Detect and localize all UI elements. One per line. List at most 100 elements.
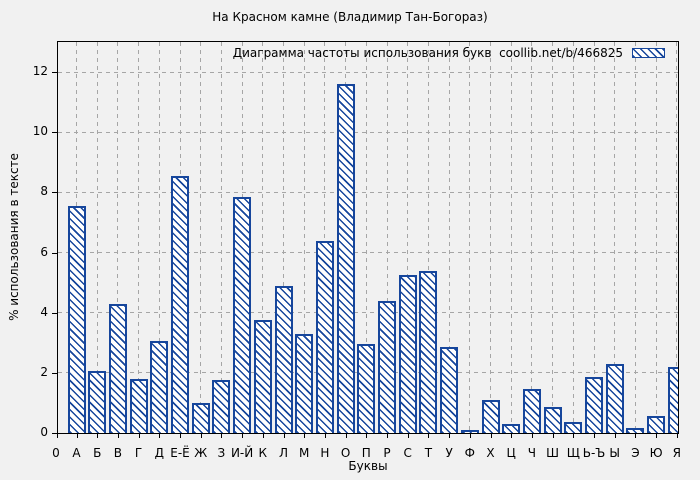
x-axis-origin-tick (57, 434, 58, 438)
bar-С (398, 275, 417, 433)
bar-Т (419, 271, 438, 433)
x-axis-tick (200, 434, 202, 438)
chart-title: На Красном камне (Владимир Тан-Богораз) (212, 10, 488, 24)
x-gridline (407, 42, 409, 433)
x-tick-label-Ж: Ж (194, 446, 208, 460)
x-gridline (138, 42, 140, 433)
x-gridline (593, 42, 595, 433)
x-gridline (262, 42, 264, 433)
x-axis-tick (511, 434, 513, 438)
y-gridline (58, 71, 678, 73)
x-axis-tick (573, 434, 575, 438)
bar-Н (315, 241, 334, 433)
x-gridline (448, 42, 450, 433)
y-tick-label: 10 (32, 124, 48, 139)
x-gridline (158, 42, 160, 433)
x-tick-label-Р: Р (383, 446, 391, 460)
x-gridline (572, 42, 574, 433)
x-gridline (96, 42, 98, 433)
x-gridline (117, 42, 119, 433)
x-axis-title: Буквы (348, 459, 388, 473)
bar-Ч (522, 389, 541, 433)
x-gridline (200, 42, 202, 433)
x-tick-label-Н: Н (320, 446, 330, 460)
x-gridline (469, 42, 471, 433)
x-tick-label-Я: Я (672, 446, 681, 460)
bar-Е-Ё (171, 176, 189, 433)
y-tick-label: 2 (40, 364, 48, 379)
x-tick-label-Ю: Ю (649, 446, 663, 460)
x-gridline (427, 42, 429, 433)
y-axis-tick (52, 372, 57, 374)
x-gridline (634, 42, 636, 433)
bar-Д (150, 341, 169, 433)
bar-Ш (543, 407, 562, 433)
bar-З (212, 380, 231, 433)
bar-Ц (502, 424, 521, 433)
bar-Ж (191, 403, 210, 433)
y-tick-label: 4 (40, 304, 48, 319)
x-tick-label-А: А (72, 446, 81, 460)
x-axis-tick (428, 434, 430, 438)
x-axis-tick (469, 434, 471, 438)
x-axis-tick (76, 434, 78, 438)
bar-А (67, 206, 86, 433)
x-axis-tick (594, 434, 595, 438)
x-tick-label-Ц: Ц (506, 446, 516, 460)
x-tick-label-У: У (445, 446, 453, 460)
y-axis-title: % использования в тексте (7, 153, 21, 321)
y-axis-tick (52, 132, 57, 134)
x-axis-tick (614, 434, 616, 438)
x-axis-tick (676, 434, 678, 438)
y-tick-label: 0 (40, 425, 48, 439)
x-gridline (614, 42, 616, 433)
x-tick-label-Щ: Щ (566, 446, 580, 460)
x-gridline (552, 42, 554, 433)
bar-Л (274, 286, 293, 433)
x-axis-tick (366, 434, 368, 438)
legend: Диаграмма частоты использования букв coo… (233, 46, 665, 60)
x-axis-tick (531, 434, 533, 438)
y-gridline (58, 191, 678, 193)
x-tick-label-О: О (340, 446, 351, 460)
bar-Ь-Ъ (585, 377, 603, 433)
x-axis-tick (262, 434, 264, 438)
x-tick-label-Ь-Ъ: Ь-Ъ (582, 446, 606, 460)
bar-Г (129, 379, 148, 433)
bar-И-Й (233, 197, 252, 433)
x-gridline (283, 42, 284, 433)
x-tick-label-Ч: Ч (527, 446, 537, 460)
bar-Э (626, 428, 645, 433)
bar-Я (667, 367, 678, 433)
bar-Р (378, 301, 396, 433)
x-tick-label-С: С (403, 446, 412, 460)
x-gridline (531, 42, 533, 433)
bar-М (295, 334, 314, 433)
bar-Ф (460, 430, 479, 433)
x-axis-tick (490, 434, 492, 438)
x-axis-tick (324, 434, 326, 438)
x-axis-tick (635, 434, 637, 438)
x-axis-tick (345, 434, 347, 438)
legend-hatch-swatch-icon (632, 48, 665, 58)
y-axis-tick (52, 72, 57, 74)
legend-label: Диаграмма частоты использования букв coo… (232, 46, 623, 60)
x-axis-tick (283, 434, 285, 438)
x-tick-label-Б: Б (93, 446, 102, 460)
x-axis-tick (180, 434, 181, 438)
x-gridline (324, 42, 326, 433)
x-axis-tick (304, 434, 306, 438)
y-axis-tick (52, 252, 57, 254)
x-gridline (510, 42, 512, 433)
bar-Б (88, 371, 107, 433)
x-tick-label-К: К (258, 446, 268, 460)
bar-Щ (564, 422, 583, 433)
plot-area: Диаграмма частоты использования букв coo… (57, 41, 679, 434)
x-tick-label-Л: Л (278, 446, 289, 460)
x-axis-tick (242, 434, 244, 438)
y-gridline (58, 131, 678, 133)
x-tick-label-Т: Т (424, 446, 433, 460)
y-axis-tick (52, 192, 57, 194)
x-axis-tick (387, 434, 388, 438)
